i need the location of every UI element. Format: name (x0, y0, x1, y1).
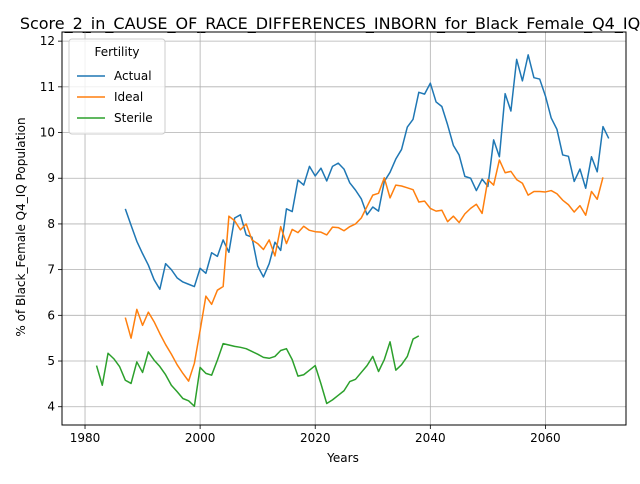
y-axis-label: % of Black_Female Q4_IQ Population (14, 117, 28, 336)
legend-entry-sterile: Sterile (114, 111, 153, 125)
series-line-ideal (124, 159, 604, 382)
y-tick-label: 11 (40, 80, 55, 94)
x-tick-label: 2060 (530, 431, 561, 445)
plot-frame (61, 31, 627, 426)
legend-entry-actual: Actual (114, 69, 152, 83)
y-tick-label: 8 (47, 217, 55, 231)
chart-title: Score_2_in_CAUSE_OF_RACE_DIFFERENCES_INB… (20, 14, 640, 34)
x-axis-label: Years (326, 451, 359, 465)
legend: Fertility Actual Ideal Sterile (68, 38, 166, 135)
y-tick-label: 12 (40, 34, 55, 48)
y-tick-label: 6 (47, 308, 55, 322)
series-line-actual (124, 54, 610, 291)
y-tick-label: 9 (47, 171, 55, 185)
x-tick-label: 2020 (300, 431, 331, 445)
x-tick-label: 1980 (70, 431, 101, 445)
series-line-sterile (95, 335, 420, 408)
legend-box (68, 38, 166, 135)
x-tick-label: 2040 (415, 431, 446, 445)
legend-entry-ideal: Ideal (114, 90, 143, 104)
y-tick-label: 7 (47, 263, 55, 277)
legend-title: Fertility (94, 45, 139, 59)
y-tick-label: 4 (47, 400, 55, 414)
y-tick-label: 10 (40, 126, 55, 140)
axis-ticks: 1980 2000 2020 2040 2060 4 5 6 7 8 9 10 11 12 (40, 34, 561, 445)
series-lines (95, 54, 610, 408)
x-tick-label: 2000 (185, 431, 216, 445)
y-tick-label: 5 (47, 354, 55, 368)
